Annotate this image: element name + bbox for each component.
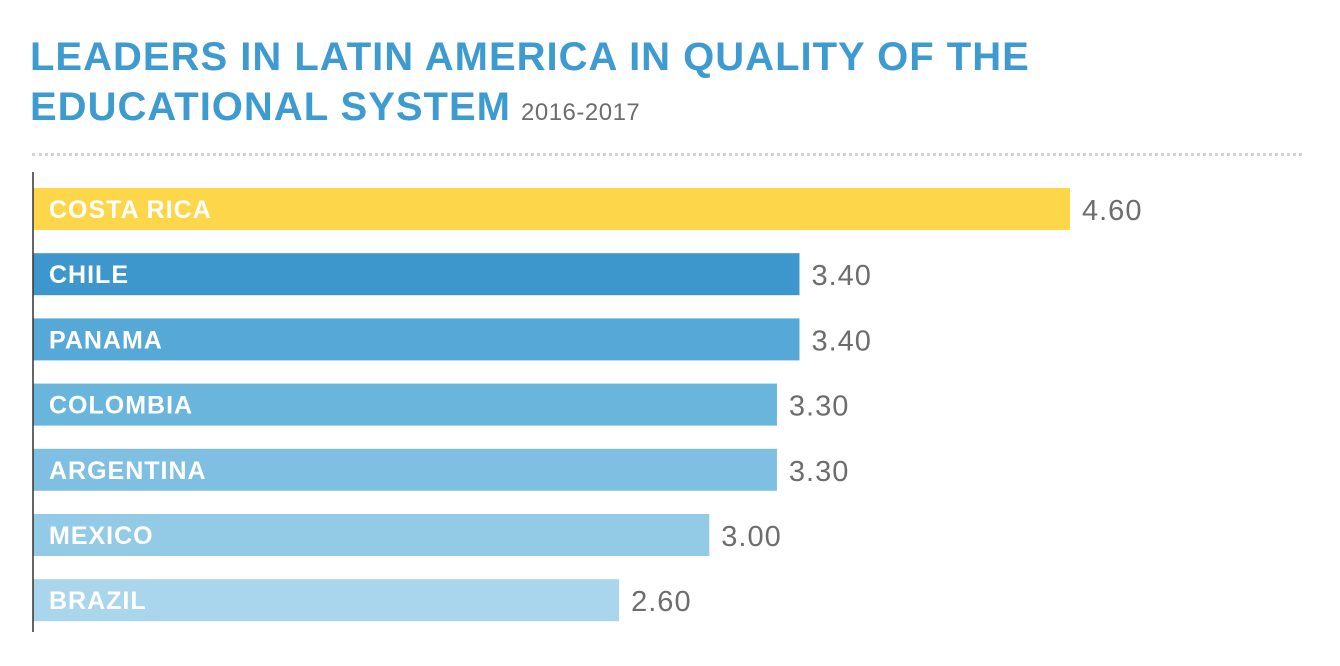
bar-label-costa-rica: COSTA RICA <box>49 196 212 224</box>
chart-subtitle: 2016-2017 <box>521 99 641 126</box>
chart-title: LEADERS IN LATIN AMERICA IN QUALITY OF T… <box>30 32 1310 138</box>
bar-label-colombia: COLOMBIA <box>49 392 193 420</box>
bar-label-chile: CHILE <box>49 261 129 289</box>
value-label-brazil: 2.60 <box>631 586 691 618</box>
bar-panama <box>33 318 800 361</box>
bar-costa-rica <box>33 188 1070 230</box>
title-line-1: LEADERS IN LATIN AMERICA IN QUALITY OF T… <box>30 35 1030 79</box>
value-label-argentina: 3.30 <box>789 456 849 488</box>
value-label-costa-rica: 4.60 <box>1082 195 1142 227</box>
bar-colombia <box>33 383 777 426</box>
bar-label-panama: PANAMA <box>49 326 163 354</box>
bar-label-brazil: BRAZIL <box>49 587 147 615</box>
bar-chile <box>33 253 800 296</box>
title-line-2-text: EDUCATIONAL SYSTEM <box>30 85 511 129</box>
value-label-chile: 3.40 <box>811 260 871 292</box>
bar-label-mexico: MEXICO <box>49 522 154 550</box>
bar-mexico <box>33 514 710 556</box>
value-label-mexico: 3.00 <box>721 521 781 553</box>
value-label-panama: 3.40 <box>811 325 871 357</box>
title-line-2: EDUCATIONAL SYSTEM 2016-2017 <box>30 82 1310 138</box>
bar-argentina <box>33 448 777 491</box>
bar-brazil <box>33 579 620 622</box>
title-divider <box>32 153 1302 156</box>
bar-label-argentina: ARGENTINA <box>49 457 207 485</box>
value-label-colombia: 3.30 <box>789 391 849 423</box>
